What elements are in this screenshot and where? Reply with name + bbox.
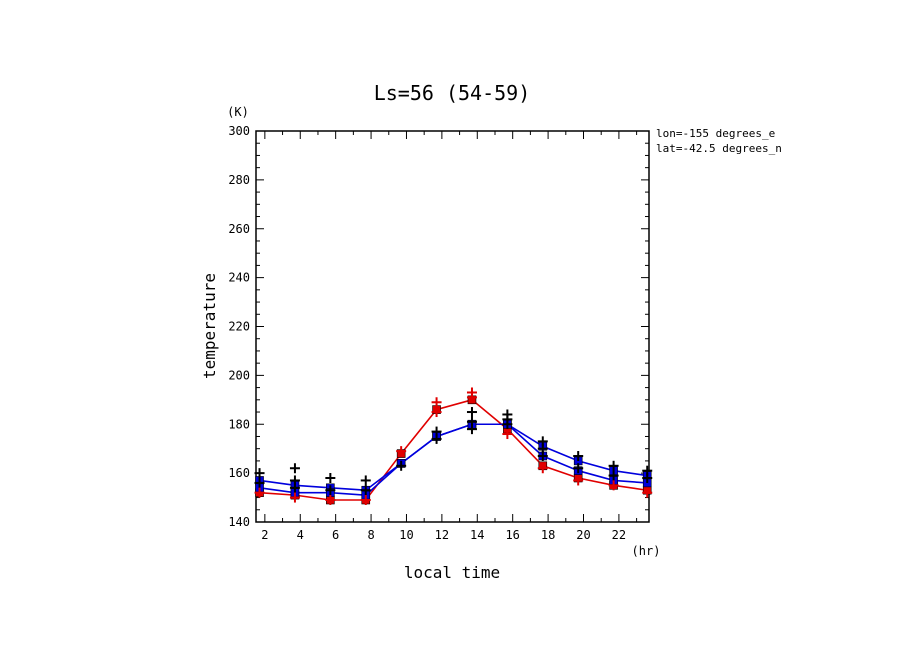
observation-plus: [289, 492, 300, 503]
x-tick-label: 20: [576, 528, 590, 542]
observation-plus: [466, 424, 477, 435]
observation-plus: [325, 473, 336, 484]
y-tick-label: 260: [228, 222, 250, 236]
x-tick-label: 18: [541, 528, 555, 542]
x-tick-label: 4: [297, 528, 304, 542]
y-unit-label: (K): [227, 105, 249, 119]
x-axis-label: local time: [404, 563, 500, 582]
observation-plus: [573, 475, 584, 486]
observation-plus: [431, 433, 442, 444]
y-tick-label: 140: [228, 515, 250, 529]
x-tick-label: 10: [399, 528, 413, 542]
series-line-3: [259, 423, 648, 496]
axis-ticks: 140 160 180 200 220 240 260 280 300 2 4 6 8 10 12 14 16 1…: [228, 124, 649, 542]
observation-plus: [573, 463, 584, 474]
x-tick-label: 16: [505, 528, 519, 542]
observation-plus: [431, 407, 442, 418]
observation-plus: [289, 482, 300, 493]
series-lines: [255, 395, 652, 505]
observation-plus: [642, 473, 653, 484]
observation-plus: [325, 485, 336, 496]
observation-plus: [360, 485, 371, 496]
observation-plus: [573, 451, 584, 462]
x-tick-label: 22: [612, 528, 626, 542]
observation-plus: [254, 487, 265, 498]
observation-plus: [502, 429, 513, 440]
observation-plus: [289, 463, 300, 474]
annotation-lat: lat=-42.5 degrees_n: [656, 142, 782, 155]
x-tick-label: 6: [332, 528, 339, 542]
y-tick-label: 240: [228, 271, 250, 285]
observation-plus: [608, 460, 619, 471]
series-line-1: [259, 398, 648, 501]
annotation-lon: lon=-155 degrees_e: [656, 127, 775, 140]
observation-plus: [360, 495, 371, 506]
observation-plus: [396, 460, 407, 471]
x-tick-label: 8: [367, 528, 374, 542]
x-tick-label: 14: [470, 528, 484, 542]
y-tick-label: 180: [228, 417, 250, 431]
observation-plus: [608, 480, 619, 491]
chart-title: Ls=56 (54-59): [374, 81, 531, 105]
y-tick-label: 220: [228, 320, 250, 334]
observation-plus: [360, 475, 371, 486]
x-tick-label: 2: [261, 528, 268, 542]
observation-points: [254, 387, 653, 506]
observation-plus: [466, 392, 477, 403]
observation-plus: [537, 463, 548, 474]
observation-plus: [466, 407, 477, 418]
observation-plus: [254, 468, 265, 479]
observation-plus: [396, 446, 407, 457]
observation-plus: [254, 477, 265, 488]
y-tick-label: 300: [228, 124, 250, 138]
observation-plus: [642, 487, 653, 498]
x-unit-label: (hr): [632, 544, 661, 558]
observation-plus: [431, 397, 442, 408]
y-tick-label: 160: [228, 466, 250, 480]
observation-plus: [608, 470, 619, 481]
x-tick-label: 12: [435, 528, 449, 542]
y-axis-label: temperature: [200, 273, 219, 379]
plot-frame: [255, 130, 650, 523]
observation-plus: [537, 451, 548, 462]
observation-plus: [502, 419, 513, 430]
y-tick-label: 280: [228, 173, 250, 187]
y-tick-label: 200: [228, 368, 250, 382]
observation-plus: [325, 495, 336, 506]
